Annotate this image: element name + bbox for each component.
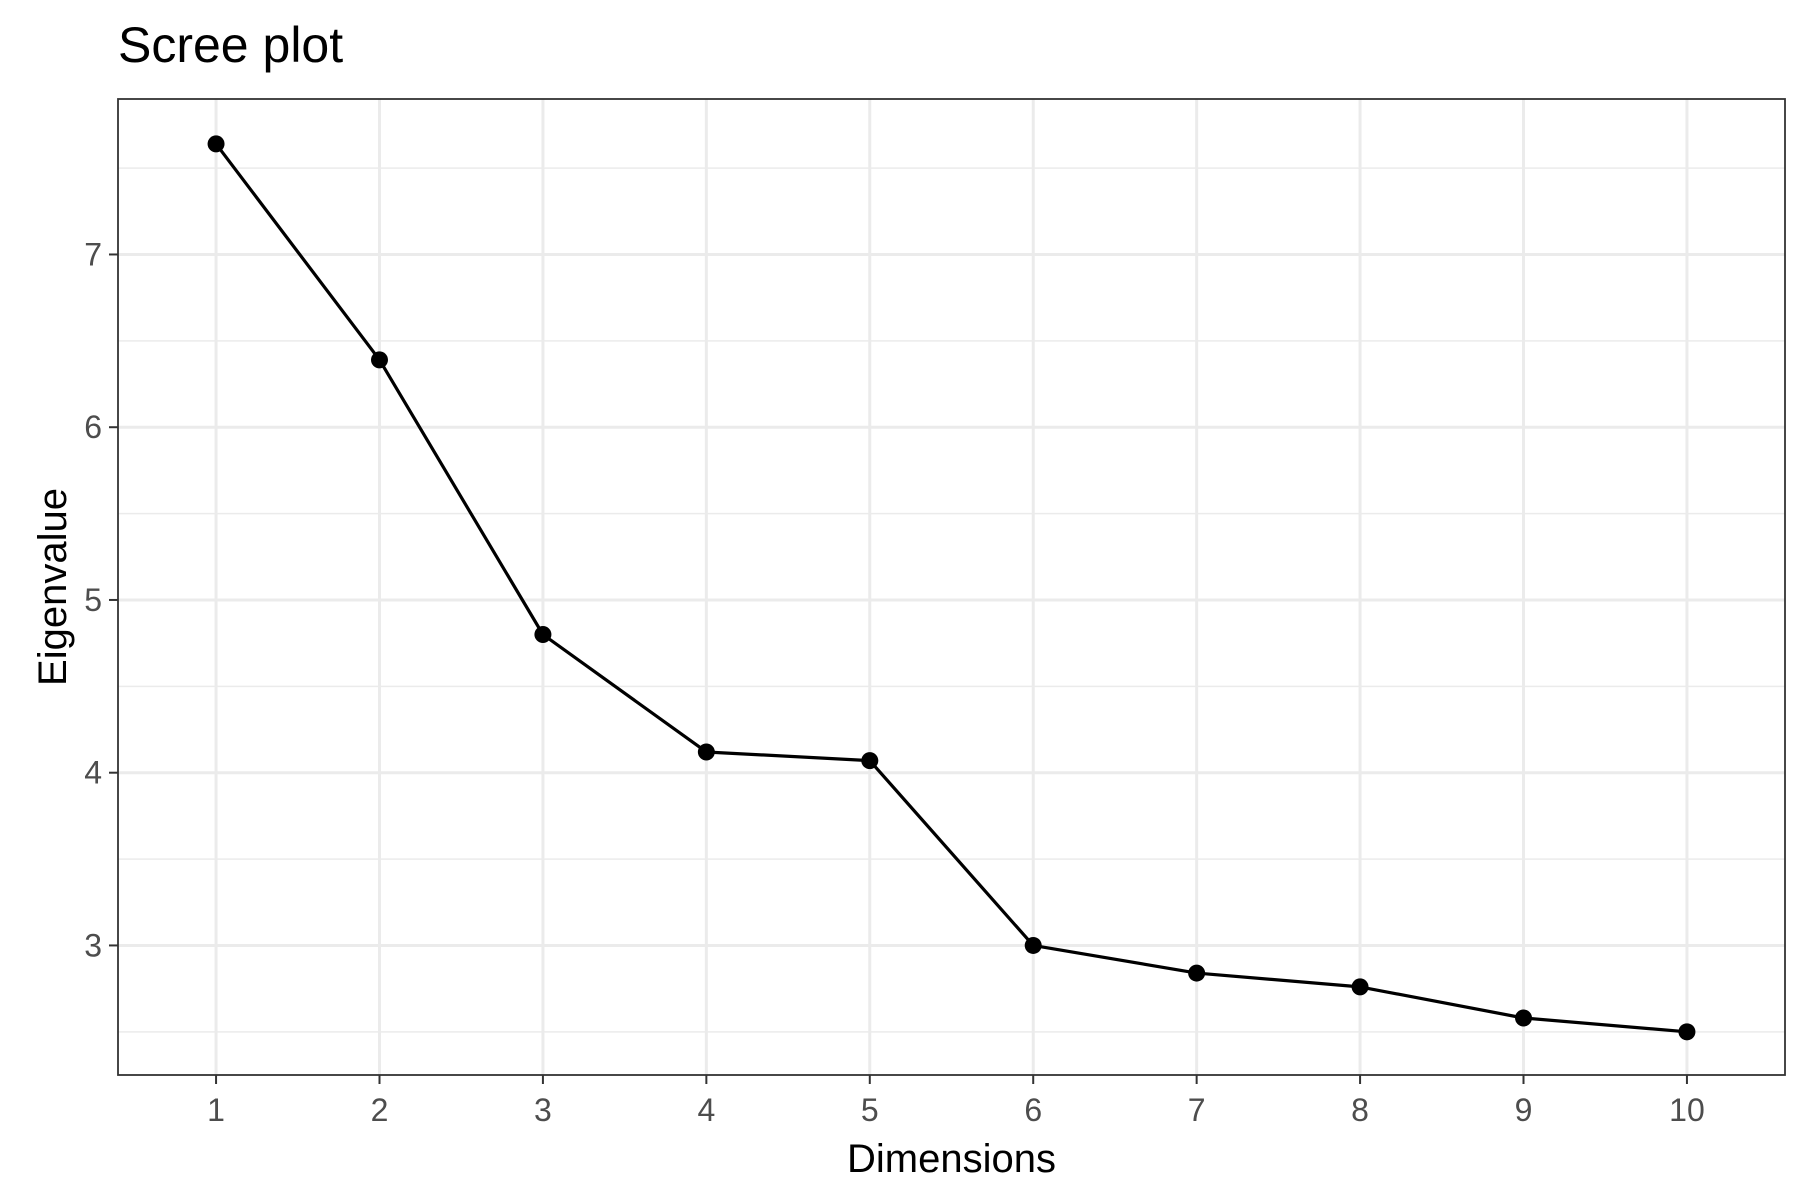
- plot-panel-border: [117, 98, 1786, 1076]
- chart-title: Scree plot: [118, 17, 343, 73]
- y-tick-label: 7: [84, 236, 102, 272]
- data-point: [1515, 1009, 1533, 1027]
- y-tick-label: 3: [84, 927, 102, 963]
- data-point: [207, 135, 225, 153]
- x-tick-label: 1: [207, 1092, 225, 1128]
- data-point: [1024, 936, 1042, 954]
- axes: 1 2 3 4 5 6 7 8 9 10 3 4 5 6 7: [84, 236, 1705, 1128]
- data-point: [1351, 978, 1369, 996]
- x-tick-label: 2: [371, 1092, 389, 1128]
- data-point: [1678, 1023, 1696, 1041]
- data-point: [534, 626, 552, 644]
- x-axis-title: Dimensions: [847, 1137, 1056, 1181]
- y-tick-label: 6: [84, 409, 102, 445]
- x-tick-label: 4: [697, 1092, 715, 1128]
- x-tick-label: 10: [1669, 1092, 1705, 1128]
- series-line: [214, 142, 1688, 1034]
- x-tick-label: 3: [534, 1092, 552, 1128]
- x-tick-label: 9: [1515, 1092, 1533, 1128]
- data-point: [861, 752, 879, 770]
- grid-lines: [118, 99, 1785, 1075]
- data-point: [697, 743, 715, 761]
- x-tick-label: 7: [1188, 1092, 1206, 1128]
- x-tick-label: 6: [1024, 1092, 1042, 1128]
- x-tick-label: 5: [861, 1092, 879, 1128]
- x-tick-label: 8: [1351, 1092, 1369, 1128]
- y-tick-label: 5: [84, 582, 102, 618]
- data-series: [207, 135, 1696, 1041]
- y-axis-title: Eigenvalue: [31, 488, 75, 686]
- data-point: [370, 351, 388, 369]
- y-tick-label: 4: [84, 755, 102, 791]
- data-point: [1188, 964, 1206, 982]
